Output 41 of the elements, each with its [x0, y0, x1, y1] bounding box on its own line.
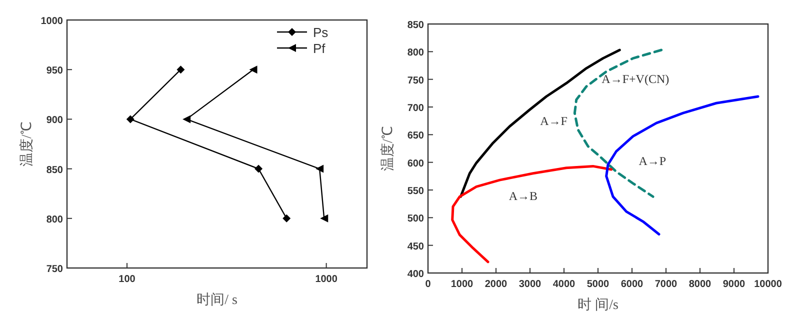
y-tick-label: 900	[46, 115, 64, 126]
x-tick-label: 5000	[586, 279, 610, 290]
y-tick-label: 850	[407, 20, 424, 31]
y-tick-label: 650	[407, 130, 424, 142]
y-axis-title: 温度/℃	[380, 126, 396, 171]
x-tick-label: 100	[118, 274, 136, 285]
x-tick-label: 0	[425, 279, 432, 290]
y-tick-label: 800	[46, 214, 64, 226]
annotation: A→F	[540, 114, 568, 128]
y-tick-label: 800	[407, 48, 424, 59]
y-tick-label: 750	[46, 264, 64, 275]
y-tick-label: 750	[407, 75, 424, 86]
y-axis-title: 温度/℃	[19, 122, 35, 166]
annotation: A→P	[638, 154, 666, 168]
x-tick-label: 6000	[620, 279, 644, 290]
annotation: A→F+V(CN)	[602, 72, 670, 86]
y-tick-label: 850	[46, 164, 64, 176]
y-tick-label: 700	[407, 103, 424, 114]
x-tick-label: 1000	[450, 279, 474, 290]
x-tick-label: 7000	[654, 279, 678, 290]
y-tick-label: 450	[407, 241, 424, 252]
y-tick-label: 550	[407, 186, 424, 197]
x-axis-title: 时间/ s	[196, 292, 238, 308]
x-tick-label: 10000	[754, 279, 782, 290]
legend-label: Pf	[313, 41, 326, 56]
x-tick-label: 3000	[518, 279, 542, 290]
y-tick-label: 950	[46, 66, 64, 77]
legend-label: Ps	[313, 25, 329, 40]
y-tick-label: 500	[407, 214, 424, 225]
x-tick-label: 1000	[315, 274, 338, 285]
y-tick-label: 400	[407, 269, 424, 280]
line-series	[451, 164, 613, 264]
x-tick-label: 4000	[552, 279, 576, 290]
x-axis-title: 时 间/s	[578, 297, 618, 313]
x-tick-label: 2000	[484, 279, 508, 290]
y-tick-label: 1000	[40, 16, 64, 27]
annotation: A→B	[508, 188, 538, 203]
y-tick-label: 600	[407, 158, 424, 170]
x-tick-label: 8000	[688, 279, 712, 290]
line-series	[605, 95, 760, 236]
x-tick-label: 9000	[722, 279, 746, 290]
